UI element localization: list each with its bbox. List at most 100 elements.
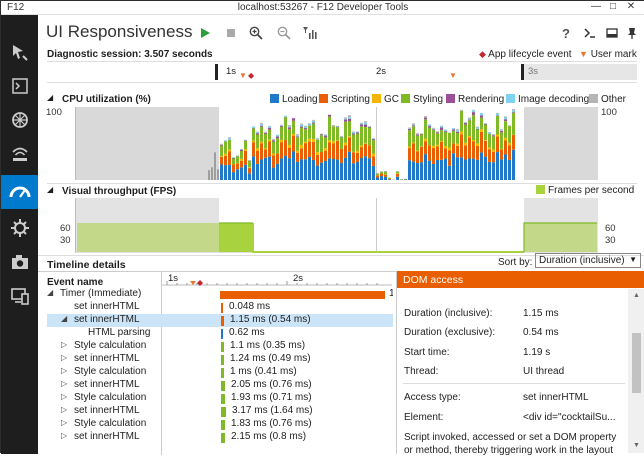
ui-responsiveness-icon [9,182,31,202]
scroll-up-icon[interactable]: ▲ [633,292,640,299]
fps-chart[interactable] [75,198,597,253]
console-toggle-button[interactable] [582,25,598,41]
cpu-bar-segment [312,124,315,139]
cpu-bar-segment [268,141,271,156]
cpu-bar-segment [444,159,447,180]
expand-icon[interactable]: ▷ [61,353,67,362]
cpu-bar-segment [268,128,271,130]
cpu-bar-segment [360,126,363,145]
collapse-icon[interactable]: ◢ [47,288,53,297]
undock-button[interactable] [604,25,620,41]
cpu-chart[interactable] [75,107,597,180]
expand-icon[interactable]: ▷ [61,431,67,440]
zoom-in-icon [249,26,263,40]
stop-profiling-button[interactable] [223,25,239,41]
expand-icon[interactable]: ▷ [61,405,67,414]
minimize-button[interactable]: — [588,1,604,14]
nav-debugger[interactable] [1,103,38,137]
cpu-bar-segment [224,141,227,142]
detail-label: Access type: [404,392,461,403]
help-button[interactable]: ? [558,25,574,41]
cpu-bar-segment [352,163,355,180]
cpu-bar-segment [456,129,459,130]
expand-icon[interactable]: ▷ [61,366,67,375]
collapse-icon[interactable]: ◢ [61,314,67,323]
cpu-bar-segment [272,139,275,140]
cpu-bar-segment [492,150,495,152]
pin-button[interactable] [624,25,640,41]
cpu-bar-segment [228,165,231,180]
cpu-bar-segment [332,159,335,180]
nav-dom-explorer[interactable] [1,35,38,69]
lifecycle-event-marker[interactable]: ◆ [248,71,254,80]
zoom-in-button[interactable] [248,25,264,41]
nav-ui-responsiveness[interactable] [1,175,38,209]
cpu-bar-segment [232,158,235,159]
details-scroll-thumb[interactable] [632,333,641,393]
cpu-bar-segment [476,128,479,129]
cpu-bar-segment [360,158,363,180]
cpu-bar-segment [296,151,299,153]
fps-graph [76,198,598,253]
cpu-bar-segment [340,137,343,138]
maximize-button[interactable]: □ [605,1,621,14]
cpu-bar-segment [280,125,283,126]
sort-by-select[interactable]: Duration (inclusive) ▼ [535,253,641,268]
start-profiling-button[interactable] [197,25,213,41]
cpu-bar-segment [468,120,471,136]
expand-icon[interactable]: ▷ [61,340,67,349]
cpu-bar-segment [288,129,291,145]
scroll-down-icon[interactable]: ▼ [633,442,640,449]
collapse-fps-icon[interactable]: ◢ [47,185,53,194]
cpu-bar-segment [368,128,371,146]
event-row[interactable]: ◢Timer (Immediate)1.33 s [47,288,393,301]
cpu-bar-segment [344,158,347,180]
expand-icon[interactable]: ▷ [61,418,67,427]
cpu-bar-segment [228,140,231,150]
cpu-bar-segment [316,140,319,152]
cpu-bar-segment [292,118,295,121]
nav-memory[interactable] [1,245,38,279]
nav-emulation[interactable] [1,279,38,313]
selection-start-handle[interactable] [215,64,218,80]
session-ruler[interactable]: 1s 2s 3s ◆ ▼ ▼ [47,61,637,83]
cpu-bar-segment [436,147,439,161]
cpu-bar-segment [496,116,499,135]
expand-icon[interactable]: ▷ [61,392,67,401]
user-mark-marker[interactable]: ▼ [449,71,457,80]
details-scrollbar[interactable]: ▲ ▼ [628,289,644,453]
nav-network[interactable] [1,137,38,171]
nav-profiler[interactable] [1,211,38,245]
legend-swatch [589,94,598,103]
cpu-bar-segment [352,152,355,163]
cpu-bar-segment [440,126,443,127]
cpu-bar-segment [504,119,507,121]
expand-icon[interactable]: ▷ [61,379,67,388]
cpu-legend-item: Loading [270,94,318,105]
legend-label: Scripting [331,94,370,105]
cpu-bar-segment [236,169,239,180]
user-mark-marker[interactable]: ▼ [239,71,247,80]
zoom-out-button[interactable] [276,25,292,41]
close-button[interactable]: ✕ [623,1,639,14]
cpu-bar-segment [496,113,499,114]
usermark-legend: ▼ User mark [579,49,637,60]
event-tree-panel: Event name 1s 2s ◢Timer (Immediate)1.33 … [38,271,396,454]
nav-console[interactable] [1,69,38,103]
collapse-cpu-icon[interactable]: ◢ [47,93,53,102]
filter-timeline-button[interactable] [302,25,318,41]
cpu-bar-segment [512,113,515,135]
cpu-bar-segment [260,142,263,144]
detail-value: UI thread [523,366,564,377]
